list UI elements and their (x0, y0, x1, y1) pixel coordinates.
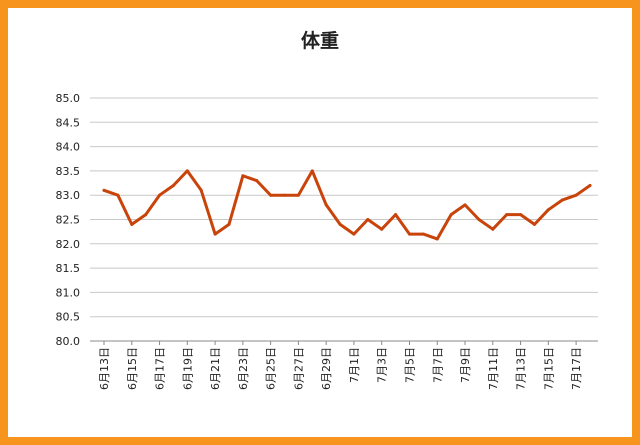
data-point (283, 193, 287, 197)
data-point (366, 218, 370, 221)
data-point (338, 222, 342, 226)
chart-title: 体重 (301, 29, 339, 52)
y-tick-label: 84.5 (56, 116, 81, 129)
data-point (491, 227, 495, 231)
x-axis: 6月13日 6月15日 6月17日 6月19日 6月21日 6月23日 6月25日 6月27日… (98, 341, 583, 390)
data-point (519, 213, 523, 217)
y-tick-label: 82.5 (56, 214, 81, 227)
x-tick-label: 7月7日 (431, 347, 444, 383)
y-tick-label: 80.5 (56, 311, 81, 324)
data-point (380, 227, 384, 231)
data-point (213, 232, 217, 236)
x-tick-label: 6月25日 (265, 347, 278, 390)
y-axis: 80.0 80.5 81.0 81.5 82.0 82.5 83.0 83.5 84.0 84.5… (56, 92, 81, 348)
x-tick-label: 7月5日 (403, 347, 416, 383)
data-point (116, 193, 120, 197)
data-point (463, 203, 467, 207)
data-point (477, 218, 481, 221)
data-point (588, 183, 592, 187)
x-tick-label: 6月23日 (237, 347, 250, 390)
data-point (574, 193, 578, 197)
data-point (227, 222, 231, 226)
x-tick-label: 6月29日 (320, 347, 333, 390)
data-point (185, 169, 189, 173)
data-point (144, 213, 148, 217)
data-point (241, 174, 245, 178)
y-tick-label: 82.0 (56, 238, 81, 251)
data-point (449, 213, 453, 217)
data-point (435, 237, 439, 241)
x-tick-label: 7月11日 (487, 347, 500, 390)
x-tick-label: 7月17日 (570, 347, 583, 390)
x-tick-label: 6月21日 (209, 347, 222, 390)
x-tick-label: 6月27日 (292, 347, 305, 390)
data-point (171, 183, 175, 187)
y-tick-label: 84.0 (56, 141, 81, 154)
y-tick-label: 81.0 (56, 286, 81, 299)
data-point (324, 203, 328, 207)
data-point (546, 208, 550, 212)
x-tick-label: 7月15日 (542, 347, 555, 390)
data-point (421, 232, 425, 236)
y-tick-label: 85.0 (56, 92, 81, 105)
data-point (199, 188, 203, 192)
series-line (102, 169, 592, 241)
data-point (158, 193, 162, 197)
y-tick-label: 83.5 (56, 165, 81, 178)
data-points (102, 169, 592, 241)
gridlines (90, 97, 598, 342)
data-point (102, 188, 106, 192)
data-point (532, 222, 536, 226)
data-point (407, 232, 411, 236)
y-tick-label: 80.0 (56, 335, 81, 348)
y-tick-label: 83.0 (56, 189, 81, 202)
x-tick-label: 7月3日 (376, 347, 389, 383)
data-point (560, 198, 564, 202)
data-point (310, 169, 314, 173)
data-point (130, 222, 134, 226)
x-tick-label: 7月9日 (459, 347, 472, 383)
x-tick-label: 6月17日 (154, 347, 167, 390)
x-tick-label: 6月19日 (181, 347, 194, 390)
data-point (394, 213, 398, 217)
data-point (255, 179, 259, 183)
y-tick-label: 81.5 (56, 262, 81, 275)
x-tick-label: 6月13日 (98, 347, 111, 390)
data-point (296, 193, 300, 197)
x-tick-label: 7月1日 (348, 347, 361, 383)
x-tick-label: 6月15日 (126, 347, 139, 390)
data-point (505, 213, 509, 217)
data-point (352, 232, 356, 236)
x-tick-label: 7月13日 (515, 347, 528, 390)
data-point (269, 193, 273, 197)
